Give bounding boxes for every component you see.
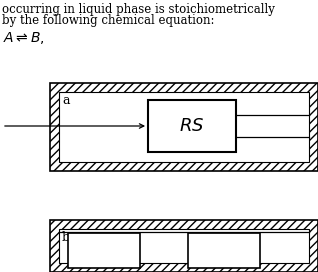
- Bar: [68, 233, 140, 268]
- Bar: [50, 220, 318, 272]
- Bar: [59, 229, 309, 263]
- Text: by the following chemical equation:: by the following chemical equation:: [2, 14, 215, 27]
- Text: b: b: [62, 231, 70, 244]
- Text: $\mathit{RS}$: $\mathit{RS}$: [179, 117, 205, 135]
- Bar: [59, 92, 309, 162]
- Bar: [188, 233, 260, 268]
- Bar: [50, 83, 318, 171]
- Bar: [59, 229, 309, 263]
- Bar: [59, 92, 309, 162]
- Text: a: a: [62, 94, 70, 107]
- Bar: [148, 100, 236, 152]
- Text: $A \rightleftharpoons B,$: $A \rightleftharpoons B,$: [3, 30, 45, 46]
- Text: occurring in liquid phase is stoichiometrically: occurring in liquid phase is stoichiomet…: [2, 3, 275, 16]
